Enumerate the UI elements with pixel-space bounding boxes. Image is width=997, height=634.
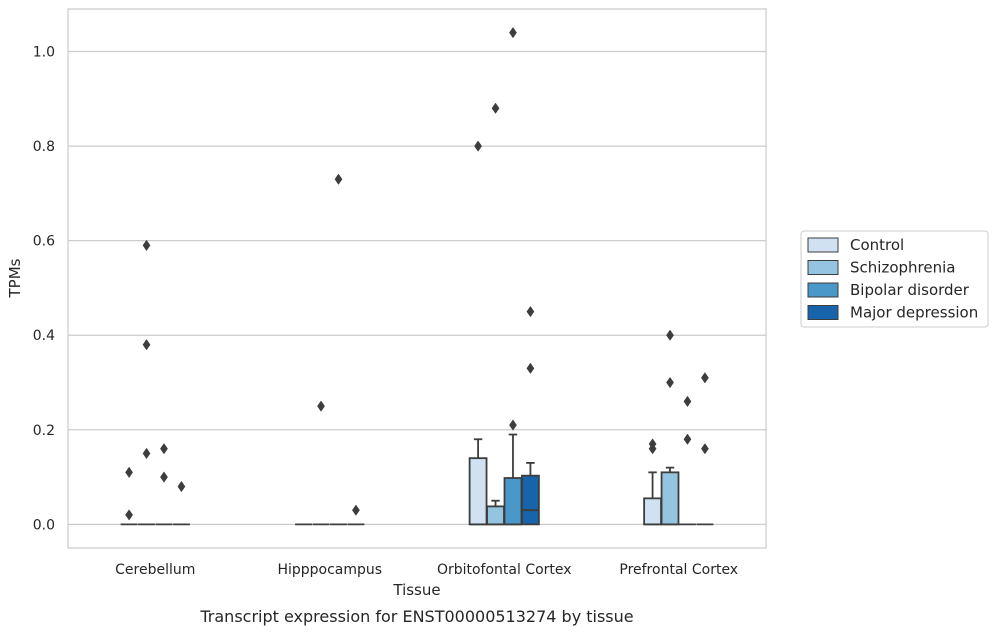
outlier-point: [666, 376, 674, 389]
legend-swatch: [807, 305, 839, 320]
y-tick-label: 0.2: [33, 423, 55, 439]
legend-swatch: [807, 237, 839, 253]
plot-frame: [67, 8, 767, 549]
y-tick-labels: 0.0 0.2 0.4 0.6 0.8 1.0: [33, 45, 55, 534]
outlier-point: [160, 443, 168, 455]
x-axis-label: Tissue: [392, 581, 440, 599]
outlier-point: [683, 395, 692, 408]
outlier-point: [474, 140, 482, 152]
x-tick-labels: Cerebellum Hipppocampus Orbitofontal Corte…: [115, 562, 738, 578]
outlier-point: [142, 339, 151, 351]
x-tick-label: Cerebellum: [115, 562, 195, 578]
chart-caption: Transcript expression for ENST0000051327…: [199, 607, 633, 626]
y-tick-label: 0.4: [33, 328, 55, 344]
y-tick-label: 0.8: [33, 139, 55, 155]
outlier-point: [526, 362, 535, 374]
legend: Control Schizophrenia Bipolar disorder Majo…: [800, 230, 989, 328]
box: [486, 505, 505, 526]
outlier-point: [666, 329, 674, 341]
y-tick-label: 0.0: [33, 517, 55, 533]
box: [468, 457, 488, 526]
outlier-point: [177, 480, 186, 493]
legend-label: Major depression: [850, 304, 978, 322]
boxes: [120, 433, 714, 526]
y-axis-label: TPMs: [6, 258, 24, 298]
outlier-point: [160, 471, 168, 483]
legend-swatch: [807, 282, 839, 298]
outlier-point: [142, 447, 151, 460]
outliers: [125, 27, 709, 521]
x-tick-label: Orbitofontal Cortex: [437, 562, 572, 578]
outlier-point: [125, 509, 133, 521]
outlier-point: [125, 466, 133, 478]
gridlines: [68, 50, 766, 525]
legend-frame: [800, 230, 989, 328]
outlier-point: [526, 305, 535, 318]
outlier-point: [509, 27, 517, 39]
y-tick-label: 1.0: [33, 45, 55, 61]
x-tick-label: Prefrontal Cortex: [619, 562, 738, 578]
x-tick-label: Hipppocampus: [277, 562, 382, 578]
y-tick-label: 0.6: [33, 234, 55, 250]
legend-label: Schizophrenia: [850, 259, 955, 277]
legend-swatch: [807, 260, 839, 275]
outlier-point: [701, 372, 709, 384]
outlier-point: [317, 400, 325, 412]
legend-label: Bipolar disorder: [850, 281, 970, 299]
outlier-point: [701, 443, 709, 455]
legend-label: Control: [850, 236, 904, 254]
outlier-point: [648, 438, 657, 450]
outlier-point: [491, 102, 500, 114]
outlier-point: [683, 433, 692, 445]
box: [503, 477, 523, 526]
outlier-point: [334, 173, 343, 185]
box: [521, 474, 540, 526]
box: [660, 471, 680, 526]
outlier-point: [142, 239, 151, 252]
outlier-point: [352, 504, 360, 516]
box: [643, 497, 662, 526]
outlier-point: [509, 419, 517, 431]
